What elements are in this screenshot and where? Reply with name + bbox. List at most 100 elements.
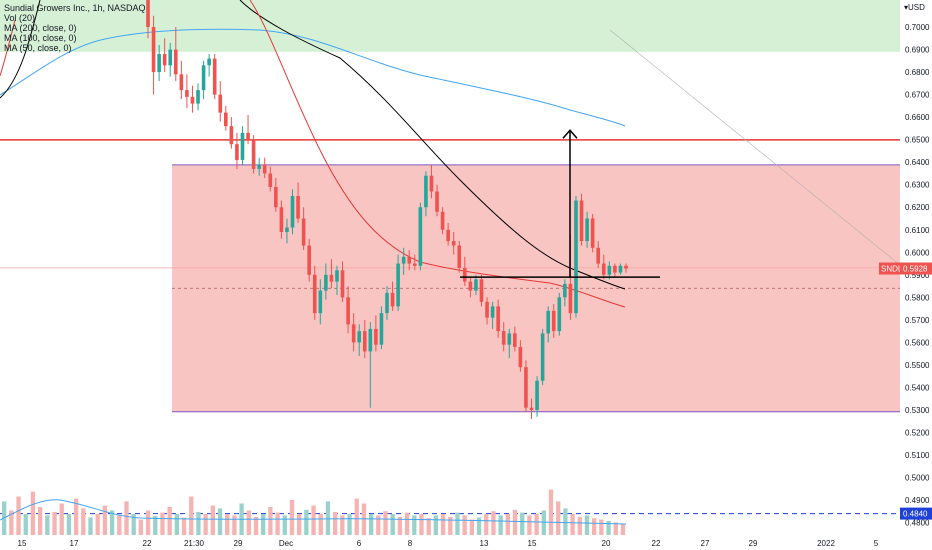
candle-body [451, 241, 456, 246]
candle-body [607, 265, 612, 275]
volume-bar [66, 514, 72, 535]
volume-bar [109, 510, 115, 535]
time-tick-label: 15 [528, 539, 537, 548]
candle-body [179, 74, 184, 91]
volume-bar [16, 496, 21, 535]
volume-bar [347, 514, 352, 535]
volume-bar [45, 515, 50, 535]
candle [618, 263, 623, 275]
candle-body [446, 229, 450, 242]
target-arrow-head [562, 129, 578, 139]
candle-body [563, 283, 567, 298]
candle [607, 261, 612, 280]
time-tick-label: 21:30 [184, 539, 205, 548]
candle [513, 326, 517, 352]
volume-bar [52, 511, 57, 535]
candle [435, 184, 439, 217]
price-axis: 0.7000 0.6900 0.6800 0.6700 0.6600 0.6500 0.64… [879, 0, 932, 535]
candle [257, 157, 261, 176]
volume-level-badge [900, 507, 932, 520]
candle-body [529, 407, 534, 410]
currency-arrow-icon: ▾ [904, 3, 909, 12]
candle-body [490, 306, 495, 318]
volume-bar [203, 514, 208, 535]
ma200-line [0, 28, 626, 127]
price-tick-label: 0.4800 [905, 519, 930, 528]
currency-label[interactable]: ▾USD [904, 3, 925, 12]
candle [396, 254, 400, 311]
candle [346, 286, 350, 334]
candle-body [212, 58, 217, 95]
candle-body [318, 290, 323, 314]
candle [151, 15, 156, 95]
candle [574, 195, 578, 318]
candle [557, 292, 562, 336]
candle-body [501, 331, 506, 345]
candles [146, 0, 628, 419]
volume-bar [390, 514, 395, 535]
legend-volume[interactable]: Vol (20) [4, 13, 36, 23]
volume-bar [476, 517, 482, 535]
legend-symbol[interactable]: Sundial Growers Inc., 1h, NASDAQ [4, 3, 146, 13]
time-axis: 15 17 22 21:30 29 Dec 6 8 13 15 20 22 27 29 2022 5 [0, 535, 932, 550]
volume-bar [153, 516, 158, 535]
candle-body [173, 49, 178, 75]
time-tick-label: 6 [357, 539, 362, 548]
legend-ma100[interactable]: MA (100, close, 0) [4, 33, 77, 43]
candle [179, 60, 184, 100]
candle [563, 279, 567, 307]
candle [529, 398, 534, 419]
legend-ma200[interactable]: MA (200, close, 0) [4, 23, 77, 33]
candle-body [312, 274, 317, 314]
candle [312, 265, 317, 320]
volume-bar [412, 515, 417, 535]
candle [318, 279, 323, 325]
candle-body [601, 263, 606, 275]
candle [463, 256, 467, 287]
volume-bar [210, 505, 215, 535]
candle [501, 322, 506, 352]
volume-bar [548, 489, 554, 535]
candle [296, 182, 300, 224]
candle [446, 223, 450, 246]
candle-body [485, 301, 489, 318]
candle-body [185, 90, 189, 97]
volume-bar [268, 507, 273, 535]
candle [218, 81, 223, 122]
volume-bar [599, 519, 604, 535]
time-tick-label: 29 [749, 539, 758, 548]
candle-body [585, 218, 589, 242]
volume-bar [124, 501, 129, 535]
volume-bar [462, 515, 467, 535]
candle-body [479, 279, 484, 302]
symbol-badge [879, 262, 900, 275]
candle [201, 60, 206, 100]
last-price-badge [900, 262, 932, 275]
time-tick-label: 2022 [817, 539, 835, 548]
legend-ma50[interactable]: MA (50, close, 0) [4, 43, 72, 53]
candle [468, 277, 473, 298]
candle [424, 171, 428, 217]
price-tick-label: 0.6600 [905, 113, 930, 122]
candle [162, 38, 167, 73]
candle [546, 306, 550, 343]
candle-body [207, 58, 211, 66]
candle-body [613, 265, 617, 273]
ma50-line [0, 0, 626, 308]
candle [251, 135, 256, 174]
volume-bar [282, 515, 287, 535]
volume-bar [505, 514, 510, 535]
candle-body [262, 164, 267, 174]
candle-body [224, 112, 228, 127]
volume-bar [181, 517, 187, 535]
candle [335, 265, 339, 296]
candle [268, 166, 273, 192]
candle [390, 281, 395, 311]
volume-bar [88, 517, 93, 535]
volume-bar [433, 515, 439, 535]
volume-bar [556, 501, 561, 535]
candle [246, 114, 250, 145]
volume-bar [225, 514, 230, 535]
trend-ray [609, 29, 901, 266]
